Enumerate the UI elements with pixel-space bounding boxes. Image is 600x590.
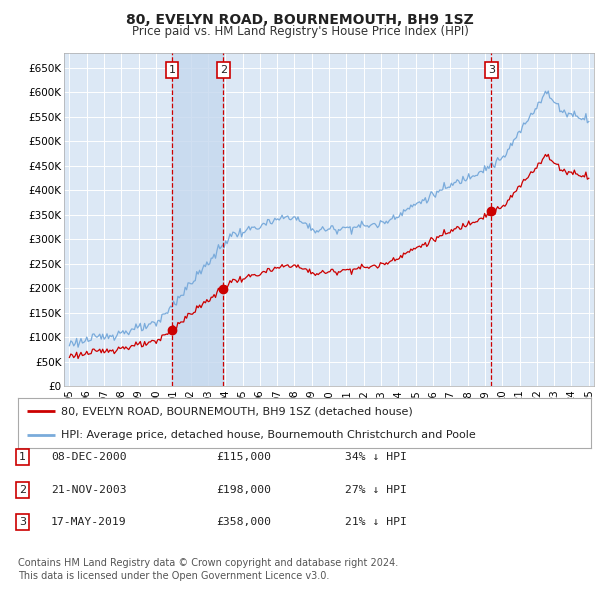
Text: 80, EVELYN ROAD, BOURNEMOUTH, BH9 1SZ (detached house): 80, EVELYN ROAD, BOURNEMOUTH, BH9 1SZ (d… — [61, 407, 413, 417]
Text: 1: 1 — [169, 65, 176, 75]
Text: 1: 1 — [19, 453, 26, 462]
Text: 21-NOV-2003: 21-NOV-2003 — [51, 485, 127, 494]
Text: 80, EVELYN ROAD, BOURNEMOUTH, BH9 1SZ: 80, EVELYN ROAD, BOURNEMOUTH, BH9 1SZ — [126, 13, 474, 27]
Text: 34% ↓ HPI: 34% ↓ HPI — [345, 453, 407, 462]
Text: HPI: Average price, detached house, Bournemouth Christchurch and Poole: HPI: Average price, detached house, Bour… — [61, 430, 476, 440]
Text: This data is licensed under the Open Government Licence v3.0.: This data is licensed under the Open Gov… — [18, 571, 329, 581]
Text: 21% ↓ HPI: 21% ↓ HPI — [345, 517, 407, 527]
Text: 2: 2 — [220, 65, 227, 75]
Text: Price paid vs. HM Land Registry's House Price Index (HPI): Price paid vs. HM Land Registry's House … — [131, 25, 469, 38]
Bar — [172, 53, 223, 386]
Text: 17-MAY-2019: 17-MAY-2019 — [51, 517, 127, 527]
Text: Contains HM Land Registry data © Crown copyright and database right 2024.: Contains HM Land Registry data © Crown c… — [18, 558, 398, 568]
Text: 3: 3 — [488, 65, 495, 75]
Text: 08-DEC-2000: 08-DEC-2000 — [51, 453, 127, 462]
Text: 27% ↓ HPI: 27% ↓ HPI — [345, 485, 407, 494]
Text: 3: 3 — [19, 517, 26, 527]
Text: 2: 2 — [19, 485, 26, 494]
Text: £198,000: £198,000 — [216, 485, 271, 494]
Text: £358,000: £358,000 — [216, 517, 271, 527]
Text: £115,000: £115,000 — [216, 453, 271, 462]
